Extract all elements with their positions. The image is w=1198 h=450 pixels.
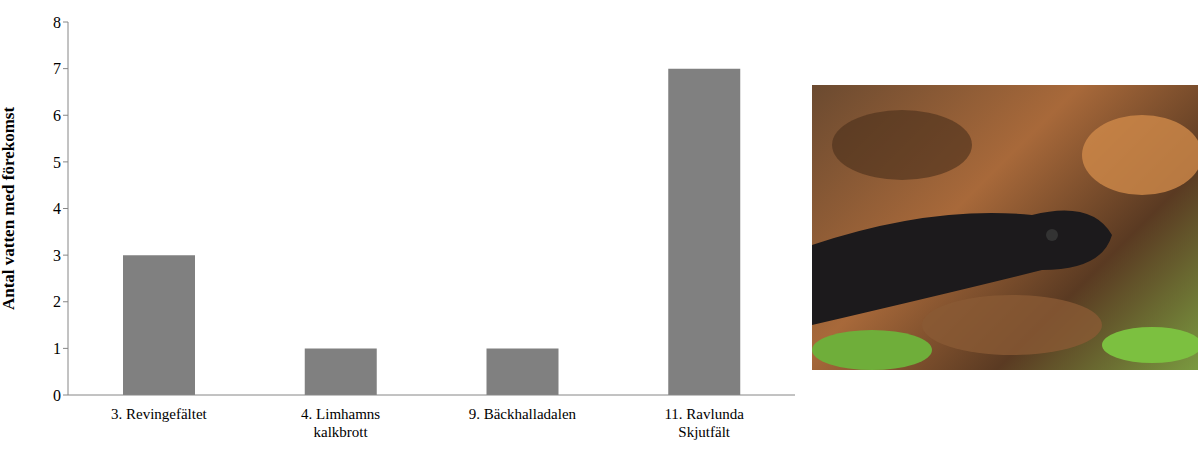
svg-text:4. Limhamnskalkbrott: 4. Limhamnskalkbrott <box>301 406 380 440</box>
svg-text:Antal vatten med förekomst: Antal vatten med förekomst <box>0 107 18 311</box>
svg-text:11. RavlundaSkjutfält: 11. RavlundaSkjutfält <box>664 406 744 440</box>
svg-text:2: 2 <box>53 293 61 310</box>
svg-text:5: 5 <box>53 154 61 171</box>
svg-text:0: 0 <box>53 387 61 404</box>
svg-text:4: 4 <box>53 200 61 217</box>
svg-text:1: 1 <box>53 340 61 357</box>
svg-text:3. Revingefältet: 3. Revingefältet <box>111 406 208 422</box>
svg-text:7: 7 <box>53 60 61 77</box>
svg-text:9. Bäckhalladalen: 9. Bäckhalladalen <box>469 406 577 422</box>
svg-text:6: 6 <box>53 107 61 124</box>
svg-text:8: 8 <box>53 14 61 31</box>
svg-text:3: 3 <box>53 247 61 264</box>
